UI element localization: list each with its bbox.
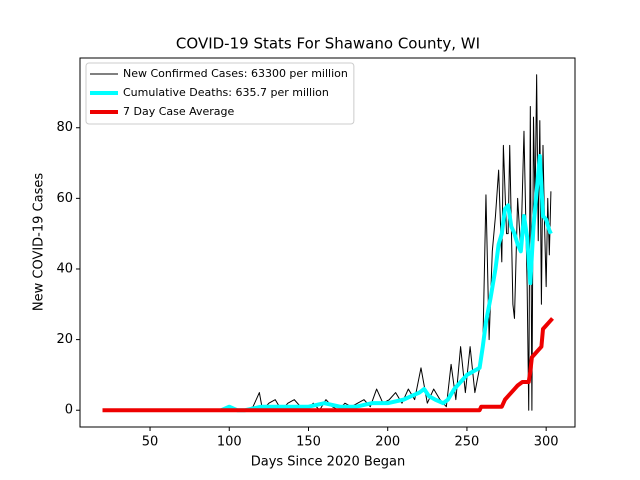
x-tick-label: 300 xyxy=(534,435,559,450)
legend-box xyxy=(85,62,355,125)
chart-title: COVID-19 Stats For Shawano County, WI xyxy=(176,35,480,53)
x-tick-label: 100 xyxy=(217,435,242,450)
y-tick-label: 80 xyxy=(56,120,73,135)
x-axis-label: Days Since 2020 Began xyxy=(251,455,406,470)
y-axis-label: New COVID-19 Cases xyxy=(32,173,47,311)
x-tick-label: 200 xyxy=(375,435,400,450)
y-tick-label: 20 xyxy=(56,332,73,347)
plot-frame xyxy=(79,57,576,428)
legend-label: 7 Day Case Average xyxy=(123,105,235,118)
legend-label: Cumulative Deaths: 635.7 per million xyxy=(123,86,329,99)
legend: New Confirmed Cases: 63300 per million Cu… xyxy=(85,62,355,125)
x-tick-label: 250 xyxy=(455,435,480,450)
legend-label: New Confirmed Cases: 63300 per million xyxy=(123,67,348,80)
y-tick-label: 60 xyxy=(56,191,73,206)
series-line xyxy=(220,153,553,413)
y-tick-label: 40 xyxy=(56,261,73,276)
x-tick-label: 150 xyxy=(296,435,321,450)
y-tick-label: 0 xyxy=(65,403,73,418)
x-tick-label: 50 xyxy=(142,435,159,450)
series-line xyxy=(102,317,554,413)
